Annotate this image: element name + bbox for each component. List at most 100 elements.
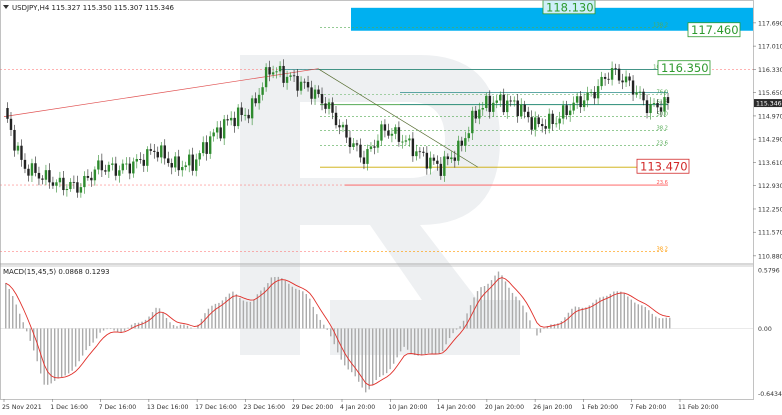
price-tick-label: 117.690 [758,20,782,27]
candle-body [268,67,271,75]
candle-body [264,67,268,88]
candle-body [649,103,652,114]
price-callout-box [687,22,741,38]
candle-body [76,182,79,193]
candle-body [652,103,656,104]
candle-body [261,87,264,95]
time-tick-label: 7 Feb 20:00 [630,404,667,411]
candle-body [125,163,128,165]
candle-body [212,132,215,137]
candle-body [153,150,156,152]
candle-body [282,65,285,83]
candle-body [65,189,69,191]
header: USDJPY,H4 115.327 115.350 115.307 115.34… [3,4,175,276]
candle-body [222,119,226,139]
candle-body [568,110,572,116]
candle-body [369,146,373,150]
candle-body [184,165,187,168]
candle-body [27,168,30,176]
price-tick-label: 114.290 [758,137,782,144]
candle-body [446,156,450,160]
time-tick-label: 1 Dec 16:00 [50,404,88,411]
fib-level-label: 61.8 [656,100,668,106]
candle-body [397,127,401,142]
candle-body [271,72,275,75]
time-tick-label: 26 Jan 20:00 [533,404,572,411]
macd-tick-label: 0.00 [758,326,772,333]
price-callout-label: 117.460 [691,23,739,37]
candle-body [596,86,600,99]
candle-body [558,118,561,124]
candle-body [37,172,41,179]
candle-body [439,163,443,176]
candle-body [128,163,132,174]
candle-body [202,142,205,154]
time-tick-label: 1 Feb 20:00 [581,404,618,411]
target-zone-box [351,7,753,31]
candle-body [132,161,135,174]
candle-body [506,100,509,113]
candle-body [58,177,62,183]
candle-body [467,133,470,139]
candle-body [478,109,481,119]
candle-body [317,89,320,95]
candle-body [83,175,86,188]
candle-body [631,80,635,95]
price-tick-label: 110.880 [758,253,782,260]
macd-info: MACD(15,45,5) 0.0868 0.1293 [3,268,110,276]
candle-body [485,95,488,109]
candle-body [499,94,502,101]
fib-level-label: 23.6 [656,141,668,147]
candle-body [394,127,397,134]
candle-body [523,104,526,112]
candle-body [219,127,222,139]
candle-body [418,151,422,153]
candle-body [13,129,16,151]
time-tick-label: 14 Jan 20:00 [437,404,476,411]
candle-body [481,108,484,110]
time-tick-label: 17 Dec 16:00 [195,404,237,411]
candle-body [628,76,631,81]
candle-body [408,138,411,141]
candle-body [443,156,446,176]
candle-body [502,94,505,113]
candle-body [425,152,429,169]
candle-body [181,167,184,171]
candle-body [642,91,645,101]
candle-body [551,113,554,124]
candle-body [331,102,334,113]
symbol-dropdown-icon[interactable] [3,5,9,9]
candle-body [659,107,663,112]
candle-body [586,92,589,101]
candle-body [474,110,477,119]
candlesticks [6,59,670,198]
candle-body [111,163,114,165]
candle-body [527,111,530,118]
candle-body [250,98,254,119]
candle-body [16,145,20,151]
candle-body [488,95,491,112]
time-tick-label: 13 Dec 16:00 [147,404,189,411]
current-price-tag [754,99,782,108]
price-callouts: 118.130 117.460 116.350 113.470 [542,0,741,174]
candle-body [666,97,670,104]
time-tick-label: 29 Dec 20:00 [292,404,334,411]
candle-body [603,76,607,79]
macd-tick-label: 0.5796 [758,268,780,275]
price-callout-label: 118.130 [546,0,594,14]
candle-body [20,145,23,160]
candle-body [607,78,610,80]
candle-body [593,91,596,99]
candle-body [429,157,432,169]
candle-body [404,140,408,142]
candle-body [355,143,359,145]
candle-body [617,68,621,81]
candle-body [226,119,229,121]
candle-body [645,100,649,114]
candle-body [471,110,474,134]
candle-body [195,159,198,171]
candle-body [44,170,48,180]
watermark-logo [240,55,520,355]
